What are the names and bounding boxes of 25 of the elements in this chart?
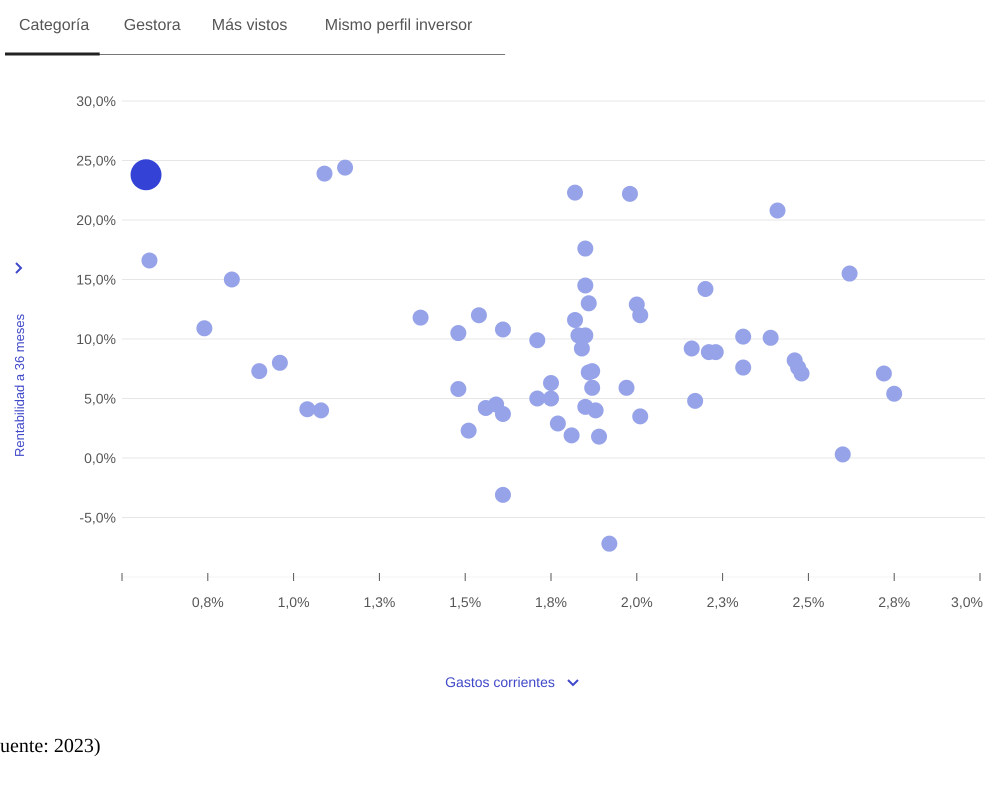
x-axis-title: Gastos corrientes [445, 674, 555, 690]
text: Más vistos [212, 17, 288, 34]
text: Gestora [124, 17, 181, 34]
x-tick-label: 2,3% [706, 594, 739, 610]
text: Mismo perfil inversor [324, 17, 474, 34]
text: uente: 2023) [0, 735, 101, 757]
y-tick-label: 20,0% [76, 212, 116, 228]
x-tick-label: 1,0% [278, 594, 310, 610]
y-tick-label: 30,0% [76, 92, 116, 109]
y-tick-label: -5,0% [79, 509, 116, 526]
x-tick-label: 2,0% [620, 594, 653, 610]
x-tick-label: 1,5% [449, 594, 482, 610]
x-tick-label: 1,3% [363, 594, 396, 610]
y-axis-title: Rentabilidad a 36 meses [12, 313, 27, 457]
x-tick-label: 2,5% [792, 594, 824, 610]
x-tick-label: 2,8% [878, 594, 910, 610]
y-tick-label: 0,0% [84, 450, 116, 466]
y-tick-label: 5,0% [84, 390, 116, 406]
text: Categoría [19, 17, 90, 34]
x-tick-label: 3,0% [951, 594, 983, 610]
y-tick-label: 25,0% [76, 152, 116, 168]
y-tick-label: 10,0% [76, 330, 116, 347]
y-tick-label: 15,0% [76, 271, 116, 288]
x-tick-label: 1,8% [535, 594, 567, 610]
x-tick-label: 0,8% [192, 594, 224, 610]
